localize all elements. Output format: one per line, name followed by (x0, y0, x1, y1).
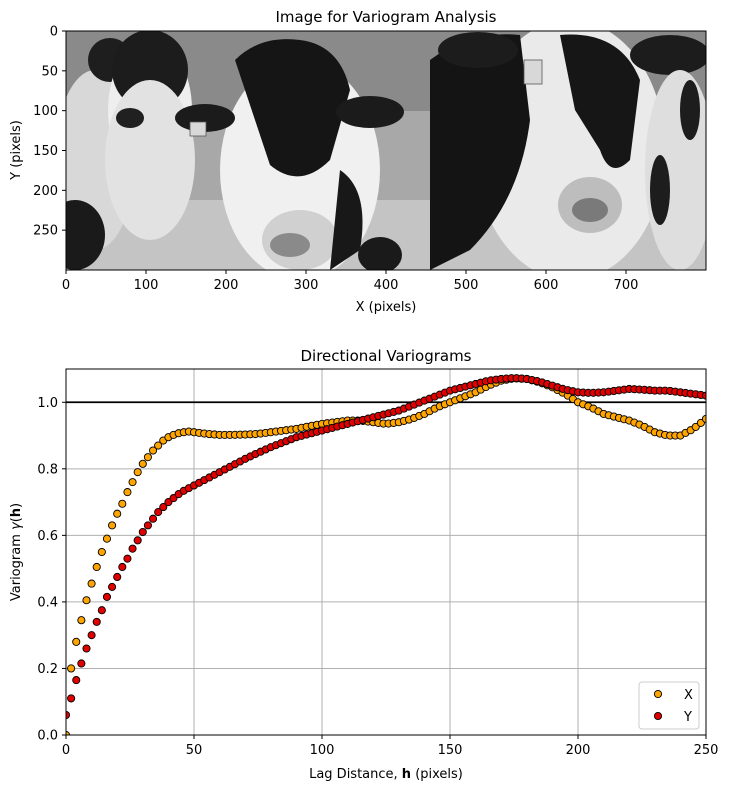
variogram-panel: Directional Variograms 0 50 100 150 200 250 0… (9, 347, 718, 782)
series-x (66, 374, 706, 735)
ear-tag (523, 59, 543, 85)
x-tick-label: 200 (566, 743, 591, 758)
cow-photograph (66, 31, 706, 270)
point-y (82, 644, 91, 653)
image-x-ticks: 0 100 200 300 400 500 600 700 (62, 270, 639, 293)
point-x (148, 446, 158, 455)
point-y (72, 676, 81, 685)
y-tick-label: 0.0 (37, 729, 58, 744)
point-y (154, 508, 163, 517)
x-axis-label: Lag Distance, h (pixels) (309, 767, 463, 782)
y-tick-label: 0.2 (37, 662, 58, 677)
legend-y-marker (653, 711, 663, 721)
point-x (123, 488, 132, 497)
image-x-tick-label: 400 (374, 278, 399, 293)
legend: X Y (638, 681, 700, 730)
x-tick-label: 50 (186, 743, 203, 758)
point-x (701, 414, 706, 423)
image-panel: Image for Variogram Analysis (9, 8, 707, 315)
image-y-tick-label: 0 (50, 25, 58, 40)
image-x-tick-label: 700 (614, 278, 639, 293)
point-y (97, 606, 106, 615)
y-tick-label: 1.0 (37, 396, 58, 411)
point-x (87, 579, 96, 588)
image-y-tick-label: 50 (41, 64, 58, 79)
image-x-axis-label: X (pixels) (356, 300, 417, 315)
point-x (128, 478, 137, 487)
point-y (87, 631, 96, 640)
image-y-ticks: 0 50 100 150 200 250 (33, 25, 66, 239)
point-y (123, 554, 132, 563)
point-y (128, 544, 137, 553)
image-x-tick-label: 0 (62, 278, 70, 293)
image-x-tick-label: 100 (134, 278, 159, 293)
point-y (67, 694, 76, 703)
legend-x-label: X (684, 688, 693, 703)
x-tick-label: 0 (62, 743, 70, 758)
point-y (701, 391, 706, 400)
data-points (66, 374, 706, 735)
point-x (108, 521, 117, 530)
point-y (138, 527, 147, 537)
ear-tags (189, 59, 543, 137)
point-y (159, 503, 168, 512)
image-x-tick-label: 600 (534, 278, 559, 293)
point-x (154, 441, 163, 450)
y-tick-label: 0.4 (37, 595, 58, 610)
point-y (148, 514, 158, 523)
point-y (118, 562, 127, 572)
image-x-tick-label: 500 (454, 278, 479, 293)
x-tick-label: 150 (438, 743, 463, 758)
image-x-tick-label: 200 (214, 278, 239, 293)
x-tick-label: 250 (694, 743, 719, 758)
point-y (113, 572, 122, 582)
x-tick-label: 100 (310, 743, 335, 758)
point-y (102, 592, 112, 601)
y-tick-label: 0.6 (37, 529, 58, 544)
plot-frame (65, 368, 707, 736)
image-panel-title: Image for Variogram Analysis (275, 8, 496, 26)
point-x (138, 459, 147, 468)
point-x (143, 453, 152, 462)
legend-y-label: Y (683, 710, 692, 725)
point-y (143, 521, 152, 530)
point-x (102, 534, 112, 543)
legend-x-marker (653, 689, 663, 699)
point-x (97, 547, 106, 557)
point-y (92, 617, 101, 626)
point-y (77, 659, 86, 668)
series-y (66, 374, 706, 720)
point-x (67, 664, 76, 673)
point-y (133, 536, 142, 545)
point-y (108, 582, 117, 591)
point-x (118, 499, 127, 508)
point-x (77, 616, 86, 625)
image-y-tick-label: 150 (33, 144, 58, 159)
x-ticks: 0 50 100 150 200 250 (62, 735, 719, 758)
image-y-axis-label: Y (pixels) (9, 120, 24, 181)
image-y-tick-label: 200 (33, 184, 58, 199)
image-y-tick-label: 250 (33, 224, 58, 239)
image-x-tick-label: 300 (294, 278, 319, 293)
point-x (92, 562, 101, 572)
variogram-panel-title: Directional Variograms (301, 347, 472, 365)
y-tick-label: 0.8 (37, 462, 58, 477)
image-y-tick-label: 100 (33, 104, 58, 119)
y-axis-label: Variogram γ(h) (9, 503, 24, 601)
point-x (82, 596, 91, 605)
point-x (113, 509, 122, 518)
point-x (133, 468, 142, 477)
point-x (72, 637, 81, 646)
y-ticks: 0.0 0.2 0.4 0.6 0.8 1.0 (37, 396, 66, 744)
ear-tag (189, 121, 207, 137)
